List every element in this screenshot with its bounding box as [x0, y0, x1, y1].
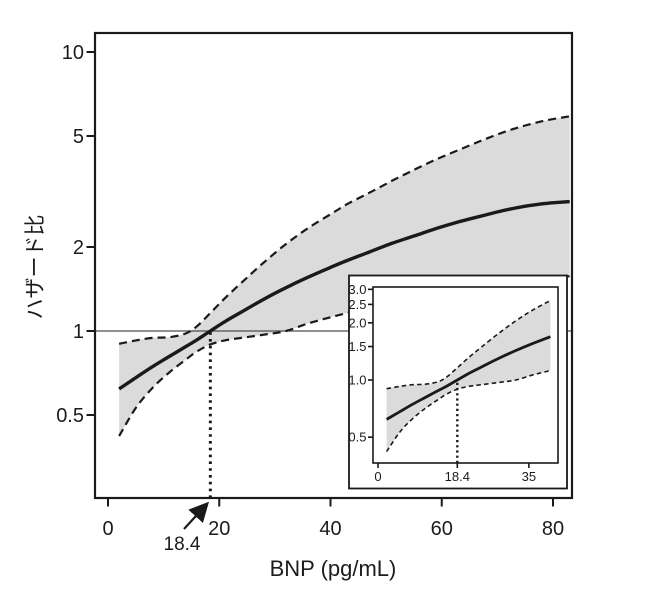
- hazard-ratio-curve: [118, 199, 570, 391]
- annotation-arrow: [183, 501, 209, 530]
- y-tick-label: 2: [73, 237, 84, 259]
- x-tick-label: 60: [431, 518, 453, 540]
- x-tick-label: 20: [208, 518, 230, 540]
- y-tick-label: 10: [62, 42, 84, 64]
- inset-x-tick-label: 35: [522, 469, 536, 484]
- ci-upper-curve: [118, 115, 570, 345]
- inset-x-tick-label: 18.4: [445, 469, 470, 484]
- main-plot: 0.5 1 2 5 10 0 20 40 60 80: [56, 31, 574, 540]
- inset-plot: 0.5 1.0 1.5 2.0 2.53.0 0 18.4 35: [348, 274, 568, 490]
- inset-ci-band: [386, 300, 551, 452]
- x-tick-label: 80: [542, 518, 564, 540]
- plot-frame: [93, 31, 574, 500]
- y-axis-title: ハザード比: [24, 215, 47, 320]
- inset-y-tick-label: 0.5: [348, 430, 366, 445]
- inset-hazard-ratio-curve: [385, 335, 551, 421]
- inset-ci-upper-curve: [386, 299, 551, 390]
- inset-y-tick-label: 3.0: [348, 282, 366, 297]
- threshold-annotation: 18.4: [164, 534, 201, 555]
- y-tick-label: 0.5: [56, 405, 84, 427]
- x-axis-title: BNP (pg/mL): [270, 556, 397, 581]
- inset-plot-frame: [372, 286, 559, 464]
- inset-y-tick-label: 2.5: [348, 297, 366, 312]
- inset-x-tick-label: 0: [374, 469, 381, 484]
- ci-band: [119, 116, 570, 437]
- inset-y-tick-label: 2.0: [348, 315, 366, 330]
- inset-box: [348, 274, 568, 490]
- inset-y-tick-label: 1.0: [348, 373, 366, 388]
- y-tick-label: 5: [73, 126, 84, 148]
- x-tick-label: 40: [319, 518, 341, 540]
- x-tick-label: 0: [102, 518, 113, 540]
- y-tick-label: 1: [73, 321, 84, 343]
- inset-y-tick-label: 1.5: [348, 339, 366, 354]
